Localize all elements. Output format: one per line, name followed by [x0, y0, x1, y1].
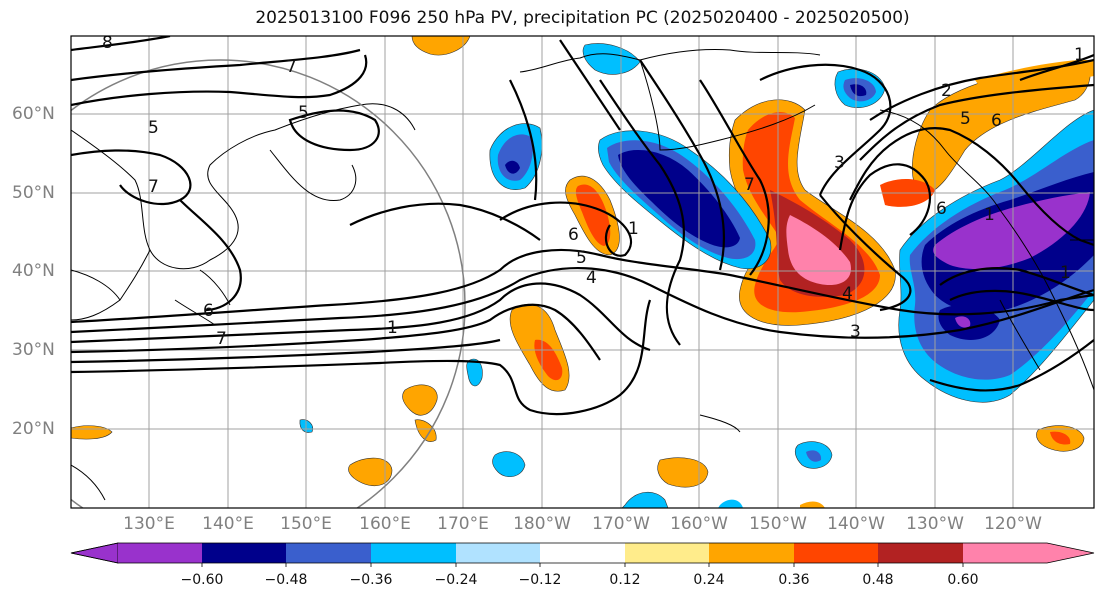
colorbar-segment-7 — [625, 543, 709, 563]
lon-label-130e: 130°E — [123, 514, 175, 534]
lon-label-140e: 140°E — [202, 514, 254, 534]
contour-label-9: 6 — [568, 225, 579, 245]
colorbar-segment-6 — [540, 543, 625, 563]
colorbar-tick-3: −0.36 — [349, 572, 393, 588]
colorbar-segment-4 — [371, 543, 456, 563]
map-frame — [70, 35, 1095, 509]
contour-label-8: 1 — [387, 318, 398, 338]
lon-label-150w: 150°W — [749, 514, 807, 534]
colorbar-segment-1b — [118, 543, 202, 563]
lat-label-40n: 40°N — [12, 261, 55, 281]
pv-contours — [71, 36, 1094, 416]
lon-label-160w: 160°W — [670, 514, 728, 534]
contour-label-7: 7 — [216, 329, 227, 349]
contour-label-10: 5 — [576, 248, 587, 268]
colorbar-tick-6: 0.12 — [609, 572, 641, 588]
colorbar-segment-1 — [70, 542, 119, 564]
colorbar-segment-5 — [456, 543, 540, 563]
contour-label-5: 7 — [148, 177, 159, 197]
lat-label-20n: 20°N — [12, 419, 55, 439]
lon-label-170e: 170°E — [437, 514, 489, 534]
graticule — [71, 36, 1094, 508]
contour-label-21: 3 — [850, 322, 861, 342]
colorbar-tick-4: −0.24 — [434, 572, 478, 588]
great-circle — [71, 59, 466, 508]
colorbar — [70, 542, 1095, 567]
colorbar-segment-2 — [202, 543, 286, 563]
colorbar-segment-11 — [963, 543, 1047, 563]
colorbar-segment-11b — [1047, 543, 1094, 563]
contour-label-1: 8 — [102, 33, 113, 53]
figure-title: 2025013100 F096 250 hPa PV, precipitatio… — [255, 8, 910, 28]
contour-label-18: 6 — [936, 199, 947, 219]
colorbar-tick-2: −0.48 — [264, 572, 308, 588]
contour-label-14: 3 — [834, 153, 845, 173]
contour-label-3: 5 — [298, 103, 309, 123]
colorbar-tick-1: −0.60 — [180, 572, 224, 588]
lon-label-180w: 180°W — [513, 514, 571, 534]
colorbar-segment-9 — [794, 543, 878, 563]
contour-label-4: 5 — [148, 118, 159, 138]
contour-label-16: 5 — [960, 109, 971, 129]
lon-label-120w: 120°W — [984, 514, 1042, 534]
lon-label-160e: 160°E — [359, 514, 411, 534]
colorbar-segment-10 — [878, 543, 963, 563]
lon-label-150e: 150°E — [280, 514, 332, 534]
lat-label-60n: 60°N — [12, 104, 55, 124]
lat-label-30n: 30°N — [12, 340, 55, 360]
colorbar-tick-8: 0.36 — [778, 572, 810, 588]
contour-label-19: 1 — [984, 205, 995, 225]
colorbar-tick-10: 0.60 — [947, 572, 979, 588]
colorbar-tick-7: 0.24 — [693, 572, 725, 588]
colorbar-tick-9: 0.48 — [862, 572, 894, 588]
colorbar-tick-5: −0.12 — [518, 572, 562, 588]
colorbar-segment-3 — [286, 543, 371, 563]
contour-label-23: 1 — [1074, 45, 1085, 65]
colorbar-outline — [70, 542, 1095, 564]
colorbar-segment-8 — [709, 543, 794, 563]
contour-label-13: 7 — [744, 175, 755, 195]
contour-label-6: 6 — [203, 301, 214, 321]
lon-label-130w: 130°W — [906, 514, 964, 534]
lat-label-50n: 50°N — [12, 183, 55, 203]
contour-label-2: 7 — [286, 57, 297, 77]
lon-label-140w: 140°W — [827, 514, 885, 534]
contour-label-20: 4 — [842, 284, 853, 304]
contour-labels: 8 7 5 5 7 6 7 1 6 5 4 1 7 3 2 5 6 6 1 4 … — [102, 33, 1085, 349]
lon-label-170w: 170°W — [592, 514, 650, 534]
contour-label-17: 6 — [991, 111, 1002, 131]
contour-label-22: 1 — [1060, 263, 1071, 283]
contour-label-11: 4 — [586, 268, 597, 288]
contour-label-12: 1 — [628, 219, 639, 239]
contour-label-15: 2 — [941, 81, 952, 101]
